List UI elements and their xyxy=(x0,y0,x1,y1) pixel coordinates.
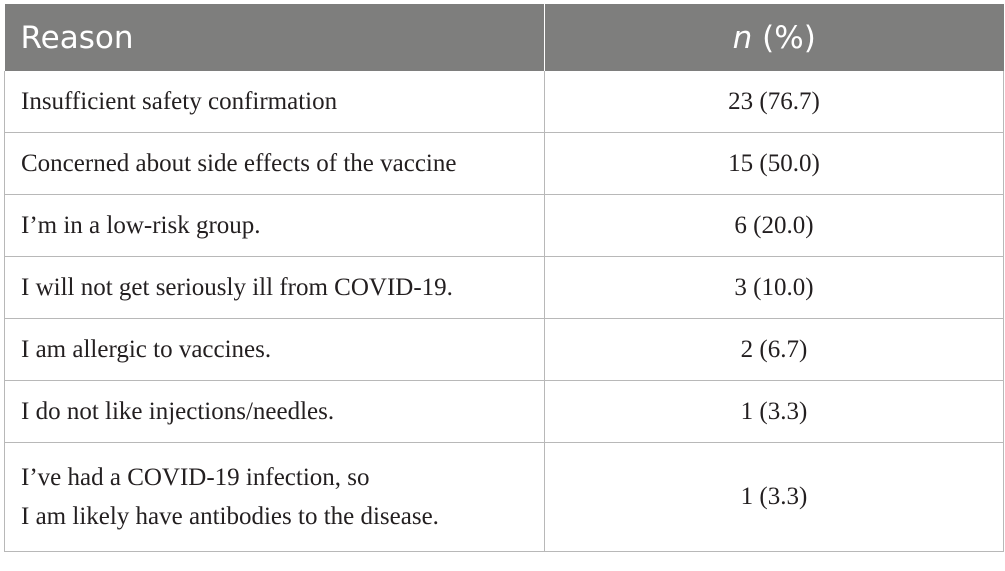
value-cell: 1 (3.3) xyxy=(544,442,1004,552)
reason-cell: I’ve had a COVID-19 infection, so I am l… xyxy=(4,442,545,552)
table-row: Concerned about side effects of the vacc… xyxy=(4,132,1004,195)
reason-cell: I do not like injections/needles. xyxy=(4,380,545,443)
reason-cell: I will not get seriously ill from COVID-… xyxy=(4,256,545,319)
table-container: Reason n (%) Insufficient safety confirm… xyxy=(4,4,1004,552)
value-cell: 3 (10.0) xyxy=(544,256,1004,319)
reason-line: I’ve had a COVID-19 infection, so xyxy=(21,464,370,491)
table-header: Reason n (%) xyxy=(4,4,1004,71)
header-row: Reason n (%) xyxy=(4,4,1004,71)
table-row: Insufficient safety confirmation 23 (76.… xyxy=(4,71,1004,133)
reason-cell: I am allergic to vaccines. xyxy=(4,318,545,381)
table-row: I do not like injections/needles. 1 (3.3… xyxy=(4,380,1004,443)
header-reason: Reason xyxy=(4,4,545,71)
reason-line: I am likely have antibodies to the disea… xyxy=(21,503,439,530)
value-cell: 6 (20.0) xyxy=(544,194,1004,257)
header-n-italic: n xyxy=(732,19,753,56)
value-cell: 23 (76.7) xyxy=(544,71,1004,133)
reason-cell: I’m in a low-risk group. xyxy=(4,194,545,257)
reason-cell: Concerned about side effects of the vacc… xyxy=(4,132,545,195)
table-row: I’m in a low-risk group. 6 (20.0) xyxy=(4,194,1004,257)
reason-cell: Insufficient safety confirmation xyxy=(4,71,545,133)
header-n-rest: (%) xyxy=(752,19,816,56)
value-cell: 2 (6.7) xyxy=(544,318,1004,381)
value-cell: 1 (3.3) xyxy=(544,380,1004,443)
value-cell: 15 (50.0) xyxy=(544,132,1004,195)
reasons-table: Reason n (%) Insufficient safety confirm… xyxy=(4,4,1004,552)
table-body: Insufficient safety confirmation 23 (76.… xyxy=(4,71,1004,552)
header-n-percent: n (%) xyxy=(544,4,1004,71)
table-row: I’ve had a COVID-19 infection, so I am l… xyxy=(4,442,1004,552)
table-row: I am allergic to vaccines. 2 (6.7) xyxy=(4,318,1004,381)
table-row: I will not get seriously ill from COVID-… xyxy=(4,256,1004,319)
